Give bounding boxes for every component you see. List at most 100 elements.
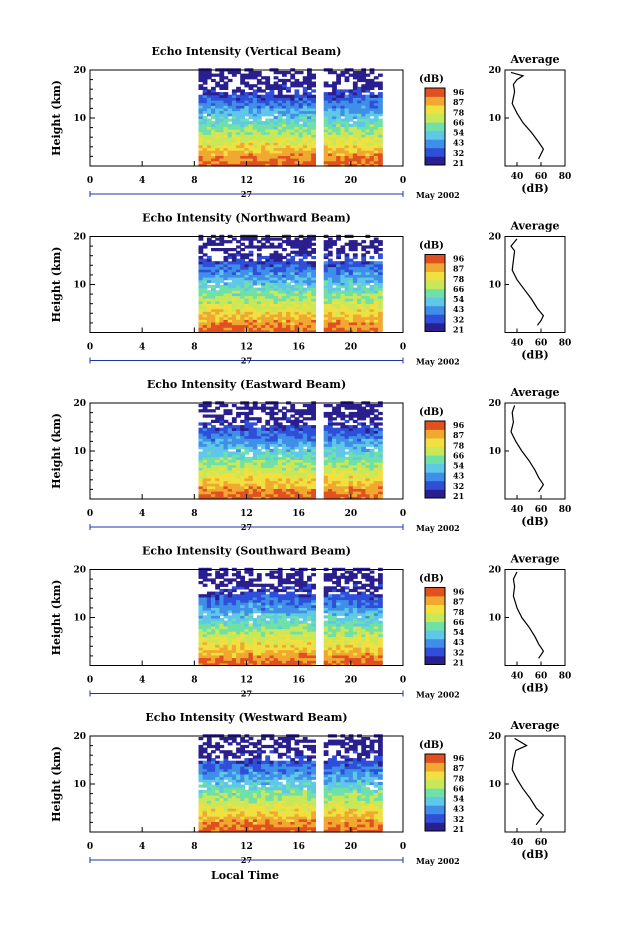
heat-cell [344, 329, 350, 334]
heat-cell [269, 266, 275, 270]
heat-cell [294, 440, 300, 445]
heat-cell [282, 306, 287, 310]
heat-cell [231, 314, 237, 318]
heat-cell [219, 625, 225, 630]
heat-cell [373, 113, 379, 117]
heat-cell [348, 430, 354, 434]
heat-cell [252, 610, 258, 614]
heat-cell [302, 240, 308, 244]
heat-cell [348, 480, 354, 484]
heat-cell [369, 131, 375, 135]
colorbar-segment [425, 421, 445, 430]
heat-cell [211, 300, 216, 304]
heat-cell [198, 129, 204, 133]
heat-cell [227, 607, 233, 611]
heat-cell [269, 467, 275, 471]
heat-cell [231, 300, 237, 304]
heat-cell [211, 612, 216, 616]
heat-cell [323, 261, 329, 265]
heat-cell [231, 279, 237, 283]
heat-cell [244, 464, 250, 468]
heat-cell [256, 573, 262, 577]
heat-cell [302, 467, 308, 471]
heat-cell [261, 271, 266, 275]
heat-cell [265, 150, 271, 154]
heat-cell [344, 160, 350, 164]
heat-cell [261, 160, 266, 164]
heat-cell [265, 654, 271, 659]
heat-cell [282, 427, 287, 431]
heat-cell [361, 144, 367, 149]
heat-cell [378, 102, 383, 106]
heat-cell [311, 81, 316, 85]
heat-cell [206, 126, 212, 130]
heat-cell [340, 107, 346, 112]
heat-cell [344, 253, 350, 257]
heat-cell [231, 324, 237, 328]
heat-cell [252, 578, 258, 582]
heat-cell [298, 160, 304, 164]
heat-cell [261, 147, 266, 151]
heat-cell [248, 147, 254, 151]
heat-cell [223, 662, 229, 667]
heat-cell [352, 86, 358, 90]
heat-cell [352, 89, 358, 93]
heat-cell [311, 115, 316, 119]
panel-title: Echo Intensity (Eastward Beam) [147, 378, 346, 391]
heat-cell [240, 76, 245, 80]
heat-cell [240, 144, 245, 149]
heat-cell [265, 491, 271, 495]
heat-cell [256, 263, 262, 268]
heat-cell [378, 475, 383, 479]
heat-cell [261, 625, 266, 630]
heat-cell [231, 321, 237, 326]
heat-cell [369, 105, 375, 109]
heat-cell [211, 319, 216, 323]
heat-cell [282, 610, 287, 614]
heat-cell [336, 329, 341, 334]
heat-cell [240, 269, 245, 273]
heat-cell [336, 470, 341, 474]
heat-cell [223, 419, 229, 423]
heat-cell [273, 586, 279, 590]
heat-cell [244, 263, 250, 268]
heat-cell [269, 575, 275, 579]
heat-cell [273, 126, 279, 130]
heat-cell [361, 258, 367, 262]
heat-cell [311, 123, 316, 127]
heat-cell [269, 454, 275, 458]
heat-cell [282, 451, 287, 455]
heat-cell [294, 411, 300, 416]
heat-cell [298, 248, 304, 252]
heat-cell [344, 491, 350, 495]
heat-cell [236, 649, 241, 653]
time-tick-label: 4 [139, 176, 145, 186]
heat-cell [252, 137, 258, 141]
colorbar-segment [425, 280, 445, 290]
heat-cell [211, 290, 216, 294]
heat-cell [332, 316, 337, 320]
heat-cell [348, 314, 354, 318]
heat-cell [261, 588, 266, 593]
heat-cell [336, 316, 341, 320]
heat-cell [269, 97, 275, 101]
heat-cell [365, 139, 371, 143]
heat-cell [298, 316, 304, 320]
heat-cell [323, 456, 329, 460]
heat-cell [332, 430, 337, 434]
heat-cell [202, 308, 208, 312]
heat-cell [236, 485, 241, 489]
heat-cell [378, 417, 383, 421]
heat-cell [378, 248, 383, 252]
heat-cell [269, 139, 275, 143]
heat-cell [352, 271, 358, 275]
heat-cell [223, 620, 229, 624]
heat-cell [327, 137, 333, 141]
heat-cell [248, 107, 254, 112]
heat-cell [256, 271, 262, 275]
heat-cell [311, 139, 316, 143]
heat-cell [365, 86, 371, 90]
heat-cell [302, 488, 308, 492]
heat-cell [206, 298, 212, 302]
heat-cell [373, 491, 379, 495]
